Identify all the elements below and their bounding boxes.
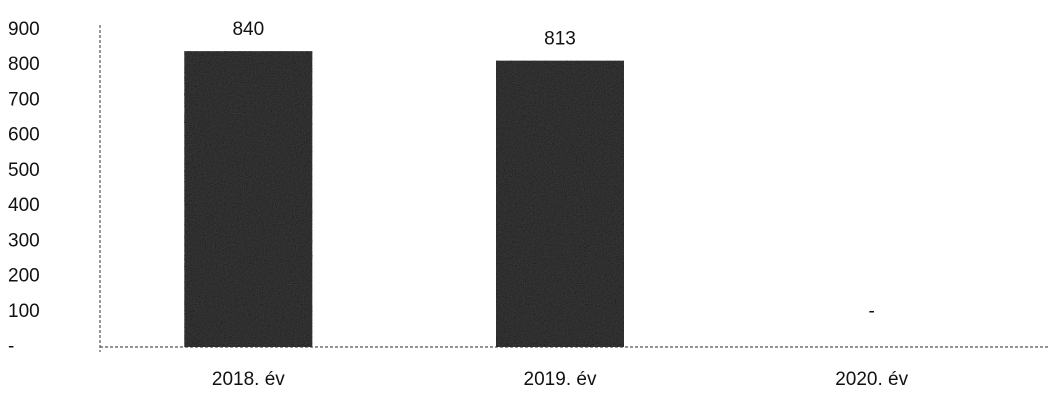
data-labels: 840 813 - (232, 19, 874, 322)
y-tick-label: 800 (8, 54, 40, 75)
y-tick-label: 100 (8, 301, 40, 322)
y-tick-label: 600 (8, 125, 40, 146)
y-tick-label: 300 (8, 230, 40, 251)
x-tick-label: 2019. év (524, 369, 597, 390)
y-tick-label: 400 (8, 195, 40, 216)
y-tick-label: - (8, 336, 14, 357)
bars (184, 51, 624, 348)
y-tick-label: 900 (8, 19, 40, 40)
x-tick-label: 2018. év (212, 369, 285, 390)
bar (184, 51, 313, 348)
y-axis-ticks: - 100 200 300 400 500 600 700 800 900 (8, 19, 40, 357)
y-tick-label: 700 (8, 89, 40, 110)
data-label: 840 (232, 19, 264, 40)
y-tick-label: 500 (8, 160, 40, 181)
x-axis-labels: 2018. év 2019. év 2020. év (212, 369, 909, 390)
y-tick-label: 200 (8, 266, 40, 287)
x-tick-label: 2020. év (835, 369, 908, 390)
bar (496, 60, 624, 347)
data-label: - (869, 301, 875, 322)
data-label: 813 (544, 29, 576, 50)
